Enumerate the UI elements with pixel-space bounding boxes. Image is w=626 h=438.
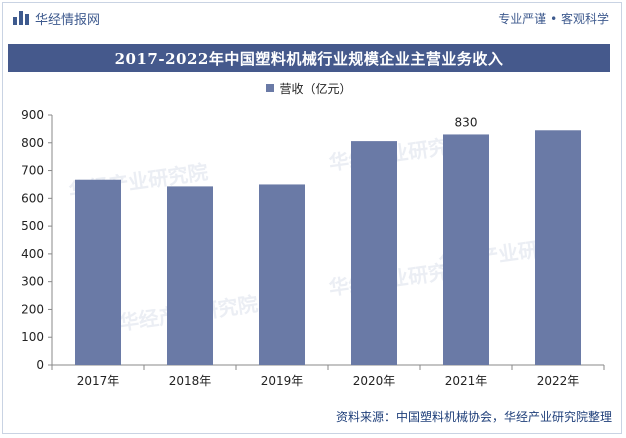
y-tick-label: 300 [21,275,44,289]
watermarks: 华经产业研究院华经产业研究院华经产业研究院华经产业研究院华经产业研究院 [67,132,579,335]
y-tick-label: 100 [21,330,44,344]
x-tick-label: 2021年 [445,374,488,388]
labels: 2017年 2018年 2019年 2020年 2021年 2022年 830 [77,115,580,388]
bar [259,184,305,365]
y-tick-label: 400 [21,247,44,261]
x-tick-label: 2019年 [261,374,304,388]
legend-label: 营收（亿元） [279,81,352,96]
legend[interactable]: 营收（亿元） [0,78,618,98]
x-tick-label: 2018年 [169,374,212,388]
bar [443,134,489,365]
x-tick-label: 2017年 [77,374,120,388]
tagline: 专业严谨 • 客观科学 [498,11,609,26]
y-tick-label: 800 [21,136,44,150]
brand[interactable]: 华经情报网 [13,9,100,28]
bars [75,130,581,365]
data-label: 830 [455,115,478,129]
chart-title: 2017-2022年中国塑料机械行业规模企业主营业务收入 [8,44,610,72]
brand-logo-icon [13,11,29,25]
bar [351,141,397,365]
legend-swatch [266,84,275,92]
bar [75,179,121,365]
bar [535,130,581,365]
top-bar: 华经情报网 专业严谨 • 客观科学 [3,3,621,33]
x-tick-label: 2020年 [353,374,396,388]
axes: 0 100 200 300 400 500 600 700 800 900 [21,108,605,372]
brand-name: 华经情报网 [35,12,101,28]
bar [167,186,213,365]
source-note: 资料来源：中国塑料机械协会，华经产业研究院整理 [335,410,612,424]
y-tick-label: 700 [21,164,44,178]
x-tick-label: 2022年 [537,374,580,388]
y-tick-label: 900 [21,108,44,122]
y-tick-label: 0 [36,358,44,372]
y-tick-label: 500 [21,219,44,233]
y-tick-label: 600 [21,191,44,205]
y-tick-label: 200 [21,302,44,316]
